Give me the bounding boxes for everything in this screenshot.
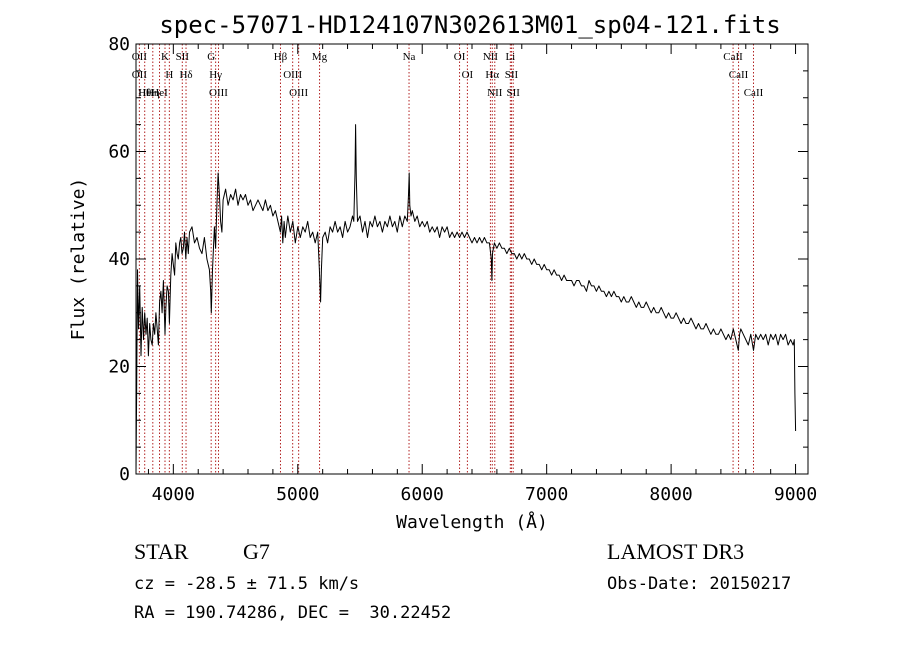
spectral-line-label: Li: [505, 51, 515, 63]
spectral-line-label: OIII: [289, 87, 308, 99]
redshift-value: cz = -28.5 ± 71.5 km/s: [134, 574, 360, 594]
spectral-line-label: CaII: [729, 69, 749, 81]
spectral-line-label: K: [161, 51, 169, 63]
spectral-line-label: Hθ: [138, 87, 151, 99]
spectral-line-label: OIII: [209, 87, 228, 99]
spectral-line-label: Hα: [485, 69, 499, 81]
x-tick-label: 5000: [276, 484, 319, 505]
x-tick-label: 4000: [152, 484, 195, 505]
spectral-line-label: Hδ: [179, 69, 192, 81]
spectral-line-label: Hη: [146, 87, 160, 99]
spectral-line-label: HeI: [151, 87, 168, 99]
spectral-line-label: Hβ: [274, 51, 288, 63]
spectrum-line: [135, 124, 797, 475]
spectral-line-label: Hε: [138, 87, 151, 99]
spectral-line-label: OI: [454, 51, 466, 63]
object-class: STAR: [134, 539, 189, 564]
obs-date: Obs-Date: 20150217: [607, 574, 792, 594]
spectral-line-label: SII: [505, 69, 519, 81]
survey-name: LAMOST DR3: [607, 539, 745, 564]
y-tick-label: 0: [119, 464, 130, 485]
spectral-line-label: H: [165, 69, 173, 81]
x-tick-label: 7000: [525, 484, 568, 505]
spectral-line-label: G: [207, 51, 215, 63]
y-axis-label: Flux (relative): [68, 178, 89, 341]
spectral-line-label: SII: [506, 87, 520, 99]
y-tick-label: 60: [108, 142, 130, 163]
spectral-line-label: CaII: [723, 51, 743, 63]
spectral-line-label: Mg: [312, 51, 328, 63]
spectral-line-label: CaII: [744, 87, 764, 99]
spectral-line-label: OIII: [283, 69, 302, 81]
x-axis-label: Wavelength (Å): [396, 511, 548, 533]
plot-frame: [135, 43, 809, 475]
spectral-line-label: Na: [403, 51, 416, 63]
subclass: G7: [243, 539, 270, 564]
marker-labels-group: OIIOIIHθHεHηHeIKHSIIHδGHγOIIIHβOIIIOIIIM…: [132, 51, 764, 99]
spectral-line-label: OI: [462, 69, 474, 81]
x-axis: 4000 5000 6000 7000 8000 9000: [147, 44, 817, 505]
x-tick-label: 9000: [774, 484, 817, 505]
y-tick-label: 80: [108, 34, 130, 55]
chart-title: spec-57071-HD124107N302613M01_sp04-121.f…: [159, 11, 780, 39]
y-tick-label: 40: [108, 249, 130, 270]
y-tick-label: 20: [108, 357, 130, 378]
line-markers-group: [138, 44, 754, 474]
spectral-line-label: NII: [483, 51, 499, 63]
spectrum-series: [135, 124, 797, 475]
spectral-line-label: OII: [132, 51, 148, 63]
spectral-line-label: NII: [487, 87, 503, 99]
x-tick-label: 6000: [401, 484, 444, 505]
spectral-line-label: Hγ: [209, 69, 222, 81]
x-tick-label: 8000: [649, 484, 692, 505]
spectral-line-label: SII: [176, 51, 190, 63]
coordinates: RA = 190.74286, DEC = 30.22452: [134, 603, 452, 623]
